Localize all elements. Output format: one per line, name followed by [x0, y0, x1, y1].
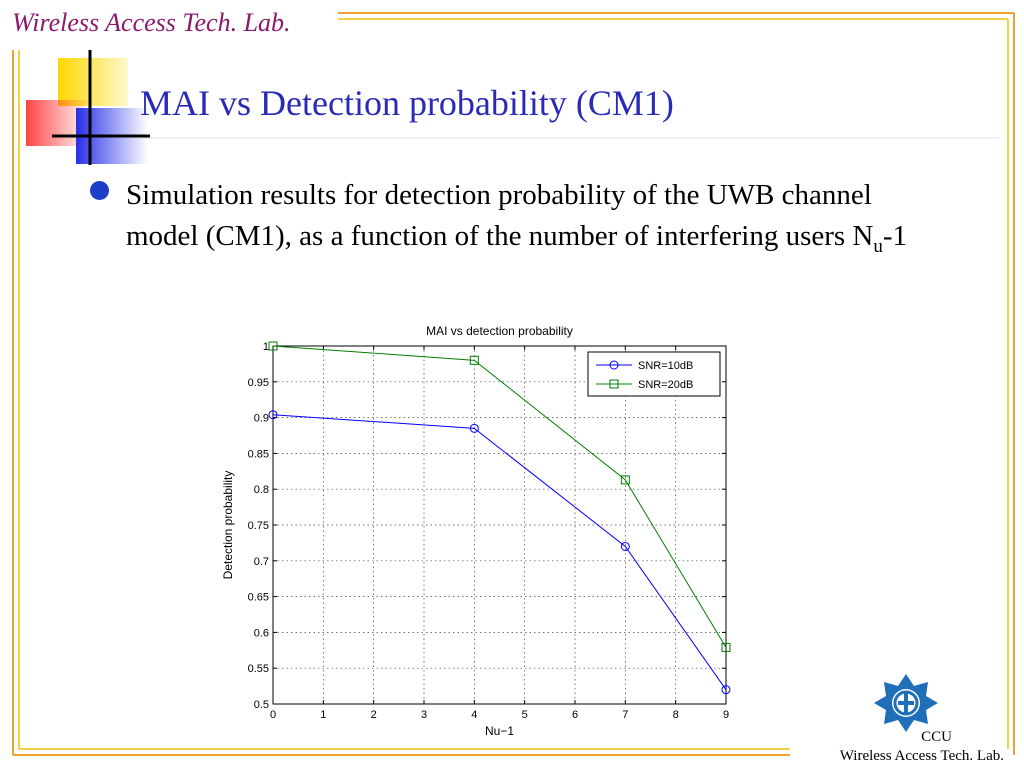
y-tick-label: 0.75 — [248, 520, 269, 532]
bullet-text: Simulation results for detection probabi… — [126, 175, 926, 267]
y-tick-label: 0.6 — [254, 627, 269, 639]
left-frame-lines — [12, 50, 20, 755]
data-point-1 — [721, 685, 731, 695]
title-decoration-blocks — [26, 50, 1000, 165]
bullet-subscript: u — [873, 235, 883, 257]
y-tick-label: 1 — [263, 341, 269, 353]
x-tick-label: 8 — [673, 709, 679, 721]
series-line-1 — [272, 414, 727, 690]
detection-probability-chart: MAI vs detection probability 0 1 2 3 4 5 6 7 8 9 0.… — [221, 324, 731, 738]
x-tick-label: 2 — [371, 709, 377, 721]
y-tick-label: 0.8 — [254, 484, 269, 496]
legend-label-2: SNR=20dB — [638, 379, 693, 391]
bottom-frame-lines — [13, 748, 790, 756]
x-tick-label: 0 — [270, 709, 276, 721]
x-tick-label: 7 — [622, 709, 628, 721]
y-tick-label: 0.9 — [254, 413, 269, 425]
legend-label-1: SNR=10dB — [638, 360, 693, 372]
footer-lab-name: CCU Wireless Access Tech. Lab. — [784, 728, 1004, 766]
data-point-1 — [268, 410, 278, 420]
legend-marker-2 — [609, 379, 619, 389]
data-point-2 — [721, 642, 731, 652]
footer-lab: Wireless Access Tech. Lab. — [839, 748, 1004, 764]
series-line-2 — [272, 345, 727, 648]
data-point-2 — [268, 341, 278, 351]
data-point-1 — [469, 423, 479, 433]
lab-header: Wireless Access Tech. Lab. — [12, 8, 291, 37]
top-frame-lines — [338, 12, 1014, 20]
data-point-2 — [620, 475, 630, 485]
x-axis-label: Nu−1 — [485, 724, 514, 738]
bullet-suffix: -1 — [882, 220, 908, 252]
chart-title: MAI vs detection probability — [426, 324, 573, 338]
y-tick-label: 0.85 — [248, 448, 269, 460]
x-tick-label: 5 — [522, 709, 528, 721]
data-point-2 — [469, 355, 479, 365]
footer-ccu: CCU — [921, 729, 952, 745]
y-tick-label: 0.5 — [254, 699, 269, 711]
y-axis-label: Detection probability — [221, 471, 235, 580]
y-tick-label: 0.95 — [248, 377, 269, 389]
y-tick-label: 0.65 — [248, 592, 269, 604]
legend-marker-1 — [609, 360, 619, 370]
bullet-icon — [90, 181, 109, 200]
x-tick-label: 6 — [572, 709, 578, 721]
right-frame-lines — [1007, 13, 1015, 755]
x-tick-label: 9 — [723, 709, 729, 721]
bullet-main-text: Simulation results for detection probabi… — [126, 179, 874, 252]
legend-box — [587, 351, 721, 397]
slide-title: MAI vs Detection probability (CM1) — [140, 83, 674, 123]
x-tick-label: 1 — [320, 709, 326, 721]
x-tick-label: 3 — [421, 709, 427, 721]
x-tick-label: 4 — [471, 709, 477, 721]
y-tick-label: 0.7 — [254, 556, 269, 568]
ccu-logo-icon — [874, 674, 938, 732]
data-point-1 — [620, 541, 630, 551]
y-tick-label: 0.55 — [248, 663, 269, 675]
